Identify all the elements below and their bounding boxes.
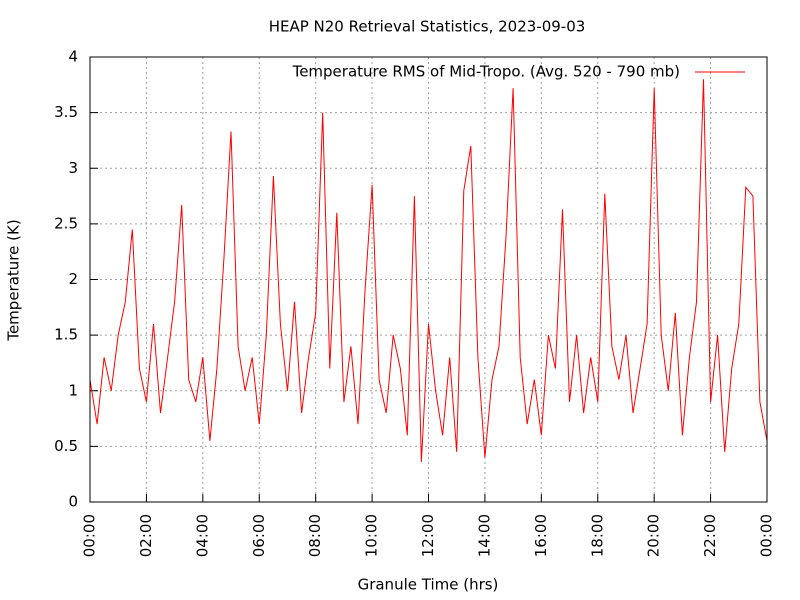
y-tick-label: 3 [68, 159, 78, 177]
y-tick-label: 0 [68, 493, 78, 511]
x-tick-label: 12:00 [419, 514, 437, 557]
x-tick-label: 06:00 [250, 514, 268, 557]
x-tick-label: 00:00 [81, 514, 99, 557]
x-tick-label: 18:00 [588, 514, 606, 557]
x-tick-label: 10:00 [363, 514, 381, 557]
x-tick-label: 14:00 [475, 514, 493, 557]
x-tick-label: 04:00 [193, 514, 211, 557]
x-axis-label: Granule Time (hrs) [358, 576, 499, 594]
x-tick-label: 08:00 [306, 514, 324, 557]
y-tick-label: 0.5 [54, 437, 78, 455]
y-tick-label: 2 [68, 270, 78, 288]
y-tick-label: 1 [68, 381, 78, 399]
x-tick-label: 16:00 [532, 514, 550, 557]
x-tick-label: 20:00 [645, 514, 663, 557]
y-tick-label: 1.5 [54, 326, 78, 344]
x-tick-label: 00:00 [758, 514, 776, 557]
y-tick-label: 4 [68, 48, 78, 66]
y-tick-label: 3.5 [54, 103, 78, 121]
data-line [89, 79, 768, 462]
legend-label: Temperature RMS of Mid-Tropo. (Avg. 520 … [292, 63, 680, 81]
chart-title: HEAP N20 Retrieval Statistics, 2023-09-0… [269, 18, 586, 36]
y-tick-label: 2.5 [54, 214, 78, 232]
x-tick-label: 22:00 [701, 514, 719, 557]
plot-border [89, 56, 768, 503]
y-axis-label: Temperature (K) [5, 219, 23, 341]
x-tick-label: 02:00 [137, 514, 155, 557]
